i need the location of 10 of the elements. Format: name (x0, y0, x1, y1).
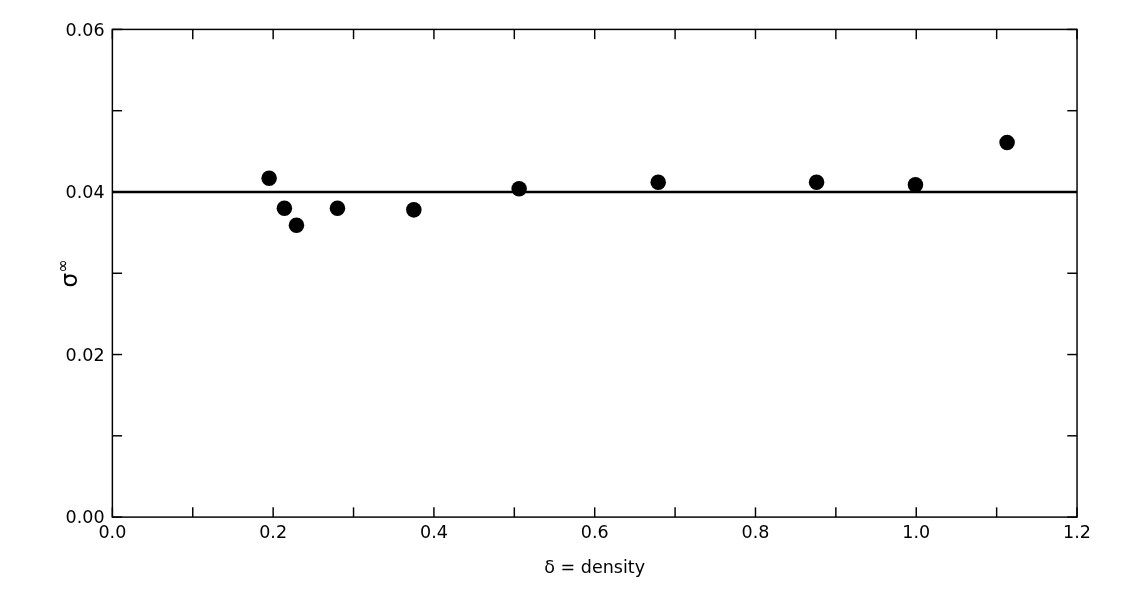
x-tick-label: 0.6 (580, 522, 609, 543)
x-tick-label: 0.2 (259, 522, 288, 543)
x-tick-label: 1.2 (1063, 522, 1091, 543)
y-tick-label: 0.02 (65, 344, 105, 365)
x-axis-title: δ = density (544, 556, 646, 577)
y-tick-label: 0.06 (65, 19, 105, 40)
x-tick-label: 1.0 (902, 522, 931, 543)
x-tick-label: 0.4 (420, 522, 448, 543)
x-tick-label: 0.8 (741, 522, 770, 543)
y-tick-label: 0.04 (65, 182, 105, 203)
